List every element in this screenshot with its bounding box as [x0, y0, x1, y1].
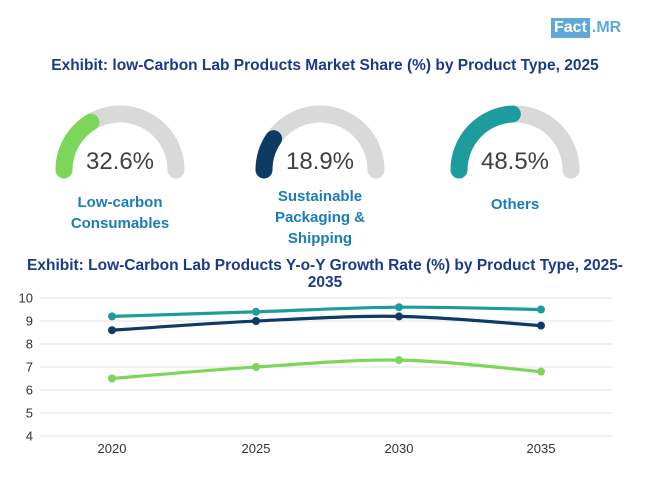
logo-text-mr: .MR	[591, 19, 622, 36]
gauge-chart	[55, 105, 185, 179]
y-tick-label: 7	[26, 360, 33, 375]
chart-gridlines	[40, 297, 612, 437]
data-point	[537, 367, 545, 376]
data-point	[395, 312, 403, 321]
gauge-value: 32.6%	[85, 148, 155, 175]
series-line	[110, 305, 543, 318]
data-point	[252, 307, 260, 316]
gauge-fill-arc	[255, 130, 283, 179]
x-axis-ticks: 2020 2025 2030 2035	[98, 441, 556, 456]
gauge-others: 48.5%	[440, 104, 590, 184]
gauge-low-carbon-consumables: 32.6%	[45, 104, 195, 184]
y-axis-ticks: 4 5 6 7 8 9 10	[19, 291, 33, 444]
data-point	[537, 321, 545, 330]
y-tick-label: 4	[26, 429, 33, 444]
factmr-logo: Fact .MR	[551, 18, 623, 38]
x-tick-label: 2025	[242, 441, 271, 456]
gauge-value: 48.5%	[480, 148, 550, 175]
gauge-label-low-carbon-consumables: Low-carbon Consumables	[70, 194, 170, 232]
y-tick-label: 9	[26, 314, 33, 329]
series-line	[110, 358, 543, 381]
data-point	[108, 326, 116, 335]
data-point	[252, 363, 260, 371]
y-tick-label: 8	[26, 337, 33, 352]
gauge-fill-arc	[55, 113, 100, 179]
series-line	[110, 314, 543, 332]
data-point	[252, 317, 260, 325]
logo-text-fact: Fact	[551, 18, 590, 38]
growth-rate-line-chart: 4 5 6 7 8 9 10 2020 2025 2030 2035	[19, 291, 612, 456]
gauge-label-others: Others	[490, 196, 540, 213]
x-tick-label: 2035	[527, 441, 556, 456]
x-tick-label: 2020	[98, 441, 127, 456]
market-share-title: Exhibit: low-Carbon Lab Products Market …	[51, 57, 599, 74]
gauge-fill-arc	[450, 105, 521, 179]
chart-series-lines	[110, 305, 543, 381]
gauge-value: 18.9%	[285, 148, 355, 175]
gauge-label-sustainable-packaging: Sustainable Packaging & Shipping	[274, 188, 366, 247]
data-point	[108, 374, 116, 383]
y-tick-label: 10	[19, 291, 33, 306]
gauge-sustainable-packaging: 18.9%	[245, 104, 395, 184]
data-point	[108, 312, 116, 321]
growth-rate-title: Exhibit: Low-Carbon Lab Products Y-o-Y G…	[27, 257, 623, 291]
data-point	[537, 305, 545, 314]
x-tick-label: 2030	[385, 441, 414, 456]
gauge-chart	[450, 105, 580, 179]
y-tick-label: 6	[26, 383, 33, 398]
chart-series-points	[108, 303, 545, 383]
y-tick-label: 5	[26, 406, 33, 421]
data-point	[395, 356, 403, 365]
data-point	[395, 303, 403, 312]
gauge-chart	[255, 105, 385, 179]
